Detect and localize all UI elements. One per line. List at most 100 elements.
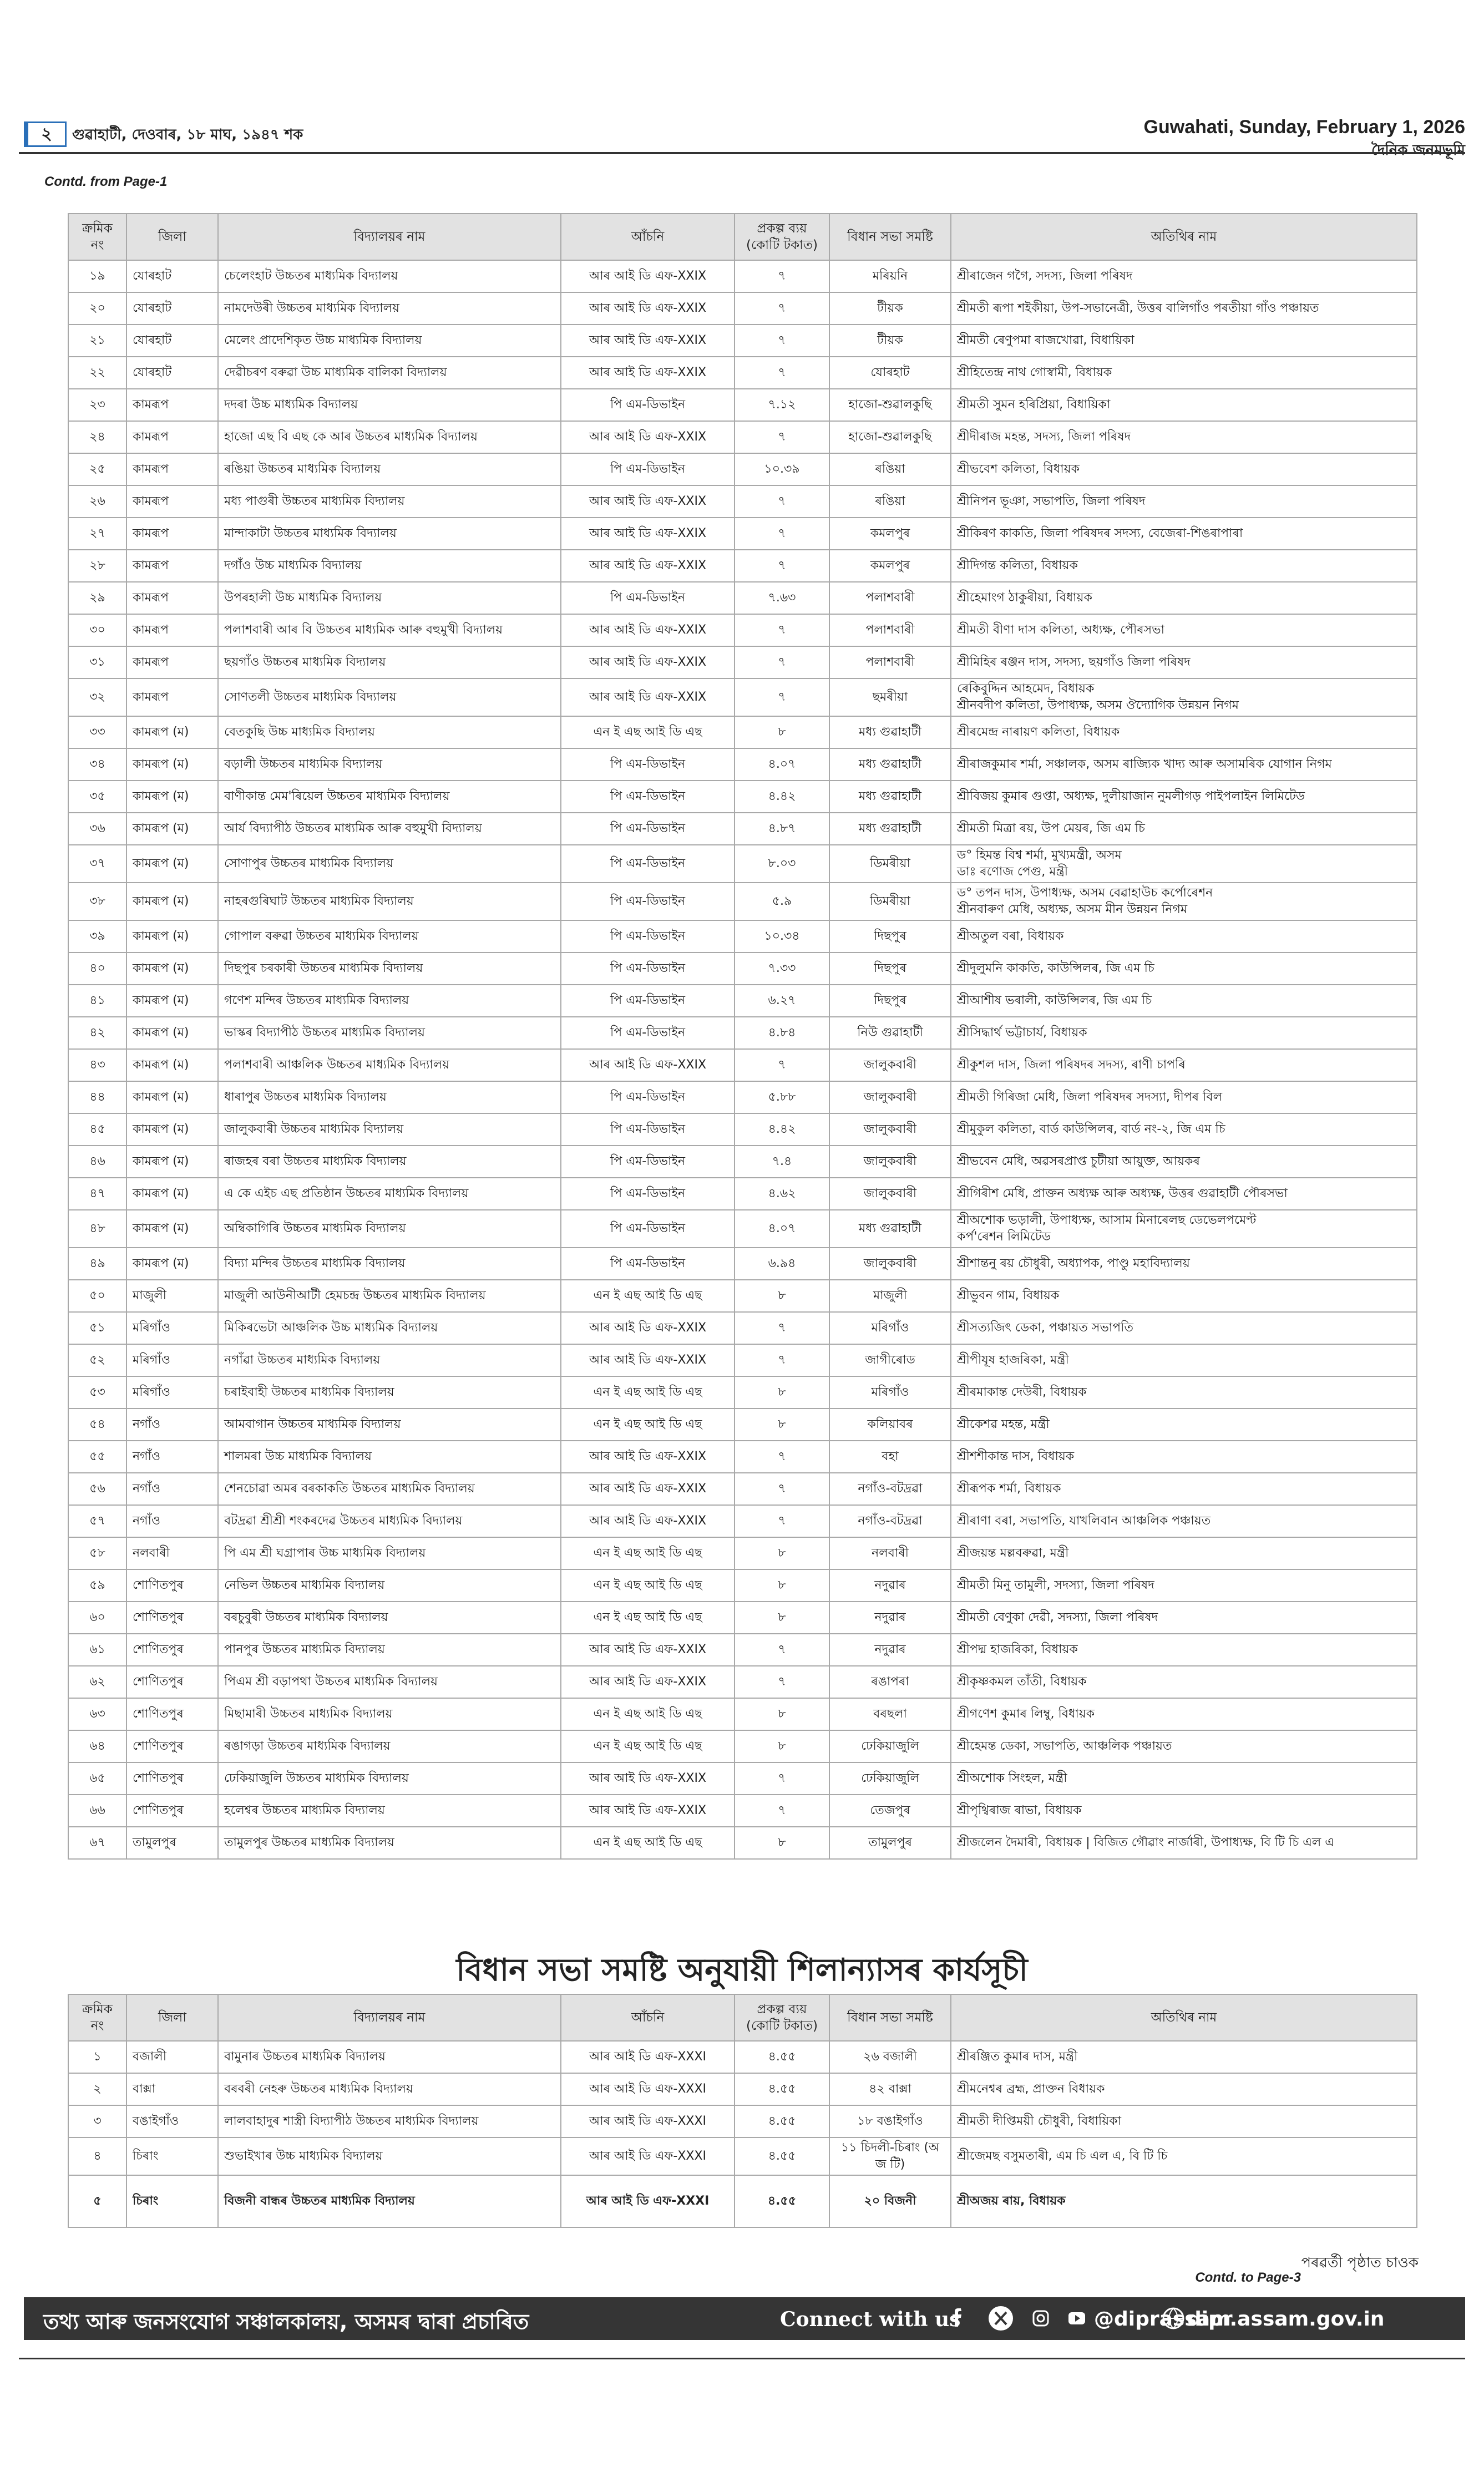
table-cell: ৩৬ bbox=[68, 812, 127, 845]
table-cell: কলিয়াবৰ bbox=[829, 1408, 951, 1441]
table-cell: কামৰূপ (ম) bbox=[126, 1113, 219, 1146]
table-cell: আৰ আই ডি এফ-XXIX bbox=[560, 614, 735, 647]
table-cell: শ্ৰীপৃথ্বিৰাজ ৰাভা, বিধায়ক bbox=[950, 1794, 1417, 1827]
table-cell: শ্ৰীভবেশ কলিতা, বিধায়ক bbox=[950, 453, 1417, 486]
table-cell: পলাশবাৰী bbox=[829, 614, 951, 647]
table-cell: জালুকবাৰী bbox=[829, 1048, 951, 1082]
table-cell: ৪৫ bbox=[68, 1113, 127, 1146]
table-cell: শ্ৰীজেমছ বসুমতাৰী, এম চি এল এ, বি টি চি bbox=[950, 2137, 1417, 2176]
table-cell: ২৮ bbox=[68, 549, 127, 582]
table-cell: জালুকবাৰী উচ্চতৰ মাধ্যমিক বিদ্যালয় bbox=[217, 1113, 561, 1146]
table-cell: তামুলপুৰ bbox=[126, 1826, 219, 1860]
table-row: ৪৪ কামৰূপ (ম) ধাৰাপুৰ উচ্চতৰ মাধ্যমিক বিদ্… bbox=[68, 1081, 1417, 1114]
table-row: ৫ চিৰাং বিজনী বান্ধৰ উচ্চতৰ মাধ্যমিক বিদ্য… bbox=[68, 2175, 1417, 2228]
social-handle: @diprassam bbox=[1094, 2308, 1231, 2331]
table-cell: কামৰূপ (ম) bbox=[126, 952, 219, 985]
table-cell: ৩৭ bbox=[68, 844, 127, 883]
table-cell: শ্ৰীহেমাংগ ঠাকুৰীয়া, বিধায়ক bbox=[950, 581, 1417, 615]
table-cell: শোণিতপুৰ bbox=[126, 1665, 219, 1699]
date-english: Guwahati, Sunday, February 1, 2026 bbox=[1143, 116, 1465, 138]
table-cell: ৫৯ bbox=[68, 1569, 127, 1602]
table-cell: শ্ৰীমতী ৰেণুপমা ৰাজখোৱা, বিধায়িকা bbox=[950, 324, 1417, 357]
table-cell: কামৰূপ (ম) bbox=[126, 882, 219, 921]
table-row: ৫১ মৰিগাঁও মিকিৰভেটা আঞ্চলিক উচ্চ মাধ্যমিক… bbox=[68, 1311, 1417, 1345]
table-cell: মৰিগাঁও bbox=[829, 1376, 951, 1409]
table-cell: শ্ৰীদুলুমনি কাকতি, কাউন্সিলৰ, জি এম চি bbox=[950, 952, 1417, 985]
table-cell: ভাস্কৰ বিদ্যাপীঠ উচ্চতৰ মাধ্যমিক বিদ্যাল… bbox=[217, 1016, 561, 1050]
table-cell: পি এম-ডিভাইন bbox=[560, 1016, 735, 1050]
table-cell: আৰ আই ডি এফ-XXIX bbox=[560, 292, 735, 325]
table-cell: ৭ bbox=[734, 356, 830, 389]
table-cell: শ্ৰীজয়ন্ত মল্লবৰুৱা, মন্ত্ৰী bbox=[950, 1537, 1417, 1570]
table-body: ১৯ যোৰহাট চেলেংহাট উচ্চতৰ মাধ্যমিক বিদ্যাল… bbox=[68, 260, 1417, 1860]
table-cell: ৫৩ bbox=[68, 1376, 127, 1409]
table-cell: ১ bbox=[68, 2040, 127, 2074]
table-cell: অম্বিকাগিৰি উচ্চতৰ মাধ্যমিক বিদ্যালয় bbox=[217, 1209, 561, 1248]
table-cell: ছয়গাঁও উচ্চতৰ মাধ্যমিক বিদ্যালয় bbox=[217, 646, 561, 679]
table-cell: ৩১ bbox=[68, 646, 127, 679]
table-cell: শ্ৰীমতী মিত্ৰা ৰয়, উপ মেয়ৰ, জি এম চি bbox=[950, 812, 1417, 845]
table-cell: ১০.৩৪ bbox=[734, 920, 830, 953]
table-cell: ৭ bbox=[734, 485, 830, 518]
table-row: ৬৪ শোণিতপুৰ ৰঙাগড়া উচ্চতৰ মাধ্যমিক বিদ্যা… bbox=[68, 1730, 1417, 1763]
table-cell: নাহৰগুৰিঘাট উচ্চতৰ মাধ্যমিক বিদ্যালয় bbox=[217, 882, 561, 921]
table-cell: মৰিগাঁও bbox=[829, 1311, 951, 1345]
table-cell: হলেশ্বৰ উচ্চতৰ মাধ্যমিক বিদ্যালয় bbox=[217, 1794, 561, 1827]
table-cell: ৭ bbox=[734, 260, 830, 293]
table-cell: আমবাগান উচ্চতৰ মাধ্যমিক বিদ্যালয় bbox=[217, 1408, 561, 1441]
table-cell: শোণিতপুৰ bbox=[126, 1762, 219, 1795]
table-cell: কামৰূপ bbox=[126, 517, 219, 550]
table-cell: বজালী bbox=[126, 2040, 219, 2074]
table-cell: শোণিতপুৰ bbox=[126, 1633, 219, 1666]
table-cell: ৮ bbox=[734, 716, 830, 749]
table-cell: শ্ৰীমতী ৰূপা শইকীয়া, উপ-সভানেত্ৰী, উত্ত… bbox=[950, 292, 1417, 325]
table-cell: বৰছলা bbox=[829, 1698, 951, 1731]
table-cell: ৮.০৩ bbox=[734, 844, 830, 883]
table-cell: শ্ৰীহেমন্ত ডেকা, সভাপতি, আঞ্চলিক পঞ্চায়… bbox=[950, 1730, 1417, 1763]
table-cell: ৩২ bbox=[68, 678, 127, 717]
column-header: অতিথিৰ নাম bbox=[950, 213, 1417, 261]
column-header: আঁচনি bbox=[560, 1994, 735, 2042]
table-cell: ৭ bbox=[734, 646, 830, 679]
table-cell: ৪.৫৫ bbox=[734, 2137, 830, 2176]
cell-line: ড° তপন দাস, উপাধ্যক্ষ, অসম বেৱাহাউচ কৰ্প… bbox=[957, 886, 1213, 900]
table-cell: আৰ আই ডি এফ-XXXI bbox=[560, 2040, 735, 2074]
table-cell: মধ্য গুৱাহাটী bbox=[829, 1209, 951, 1248]
table-cell: কামৰূপ bbox=[126, 678, 219, 717]
table-cell: ৭ bbox=[734, 1440, 830, 1473]
table-cell: জালুকবাৰী bbox=[829, 1145, 951, 1178]
x-glyph bbox=[994, 2311, 1007, 2326]
table-cell: শেনচোৱা অমৰ বৰকাকতি উচ্চতৰ মাধ্যমিক বিদ্… bbox=[217, 1472, 561, 1506]
table-cell: আৰ আই ডি এফ-XXIX bbox=[560, 421, 735, 454]
table-cell: শ্ৰীবিজয় কুমাৰ গুপ্তা, অধ্যক্ষ, দুলীয়া… bbox=[950, 780, 1417, 813]
table-cell: শ্ৰীমতী বেণুকা দেৱী, সদস্যা, জিলা পৰিষদ bbox=[950, 1601, 1417, 1634]
table-cell: বহা bbox=[829, 1440, 951, 1473]
table-cell: ৪.৮৪ bbox=[734, 1016, 830, 1050]
table-cell: ৭ bbox=[734, 292, 830, 325]
table-cell: তেজপুৰ bbox=[829, 1794, 951, 1827]
table-cell: আৰ আই ডি এফ-XXIX bbox=[560, 356, 735, 389]
table-cell: ৪.৫৫ bbox=[734, 2175, 830, 2228]
table-cell: ৪৬ bbox=[68, 1145, 127, 1178]
table-cell: এন ই এছ আই ডি এছ bbox=[560, 1408, 735, 1441]
table-row: ২০ যোৰহাট নামদেউৰী উচ্চতৰ মাধ্যমিক বিদ্যাল… bbox=[68, 292, 1417, 325]
social-icons bbox=[953, 2306, 1184, 2331]
table-cell: ৪.৫৫ bbox=[734, 2073, 830, 2106]
table-cell: আৰ আই ডি এফ-XXIX bbox=[560, 260, 735, 293]
bottom-rule bbox=[19, 2358, 1465, 2359]
column-header: প্ৰকল্প ব্যয় (কোটি টকাত) bbox=[734, 1994, 830, 2042]
table-cell: টীয়ক bbox=[829, 324, 951, 357]
table-cell: ২৯ bbox=[68, 581, 127, 615]
table-row: ৫৩ মৰিগাঁও চৰাইবাহী উচ্চতৰ মাধ্যমিক বিদ্যা… bbox=[68, 1376, 1417, 1409]
table-cell: শ্ৰীসিদ্ধাৰ্থ ভট্টাচাৰ্য, বিধায়ক bbox=[950, 1016, 1417, 1050]
table-cell: মৰিয়নি bbox=[829, 260, 951, 293]
table-cell: বাক্সা bbox=[126, 2073, 219, 2106]
table-cell: পলাশবাৰী bbox=[829, 646, 951, 679]
table-cell: শ্ৰীদীৰাজ মহন্ত, সদস্য, জিলা পৰিষদ bbox=[950, 421, 1417, 454]
table-cell: দদৰা উচ্চ মাধ্যমিক বিদ্যালয় bbox=[217, 388, 561, 422]
table-cell: শোণিতপুৰ bbox=[126, 1601, 219, 1634]
table-cell: কমলপুৰ bbox=[829, 517, 951, 550]
table-cell: শ্ৰীঅতুল বৰা, বিধায়ক bbox=[950, 920, 1417, 953]
table-cell: ৩০ bbox=[68, 614, 127, 647]
